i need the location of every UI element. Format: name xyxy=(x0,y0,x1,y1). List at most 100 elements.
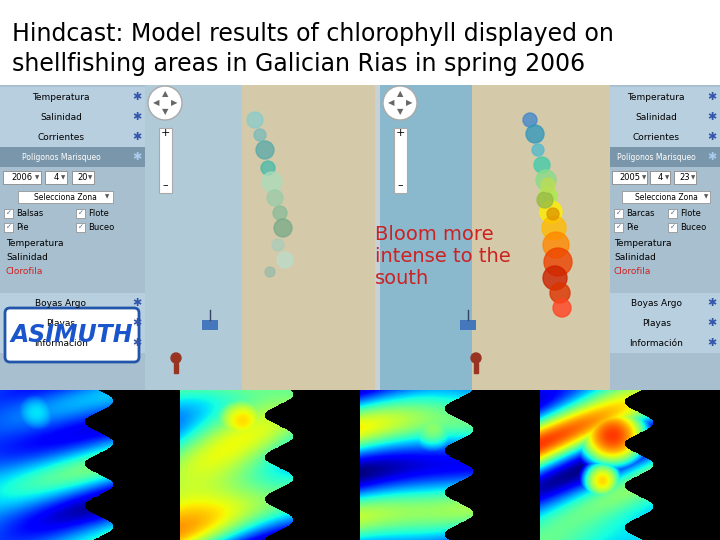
Text: Selecciona Zona: Selecciona Zona xyxy=(34,192,96,201)
Text: ▶: ▶ xyxy=(171,98,177,107)
Bar xyxy=(610,107,720,127)
Text: Clorofila: Clorofila xyxy=(6,267,43,275)
Text: Corrientes: Corrientes xyxy=(633,132,680,141)
Text: ✱: ✱ xyxy=(132,152,142,162)
Text: ✓: ✓ xyxy=(670,225,675,231)
Text: ✱: ✱ xyxy=(132,132,142,142)
Bar xyxy=(180,390,360,540)
Text: Temperatura: Temperatura xyxy=(32,92,90,102)
Circle shape xyxy=(471,353,481,363)
Text: ▼: ▼ xyxy=(665,175,669,180)
Bar xyxy=(145,85,242,390)
Bar xyxy=(610,147,720,167)
Text: Flote: Flote xyxy=(88,209,109,218)
Text: Buceo: Buceo xyxy=(680,223,706,232)
Bar xyxy=(0,333,145,353)
Bar xyxy=(614,209,623,218)
Bar xyxy=(668,223,677,232)
Text: ▶: ▶ xyxy=(406,98,413,107)
Text: Temperatura: Temperatura xyxy=(627,92,685,102)
Text: ✓: ✓ xyxy=(6,225,12,231)
Circle shape xyxy=(256,141,274,159)
Bar xyxy=(610,127,720,147)
Text: 23: 23 xyxy=(680,173,690,182)
Text: ✱: ✱ xyxy=(707,112,716,122)
Circle shape xyxy=(383,86,417,120)
Bar xyxy=(3,171,41,184)
Text: ▼: ▼ xyxy=(642,175,646,180)
Text: Pie: Pie xyxy=(16,223,29,232)
Circle shape xyxy=(553,299,571,317)
Text: Flote: Flote xyxy=(680,209,701,218)
Circle shape xyxy=(544,248,572,276)
Text: Balsas: Balsas xyxy=(16,209,43,218)
Circle shape xyxy=(254,129,266,141)
Text: Salinidad: Salinidad xyxy=(6,253,48,261)
Circle shape xyxy=(541,178,555,192)
Text: Pie: Pie xyxy=(626,223,639,232)
Bar xyxy=(360,390,540,540)
Circle shape xyxy=(274,219,292,237)
Circle shape xyxy=(543,232,569,258)
Circle shape xyxy=(395,132,405,142)
Text: ✓: ✓ xyxy=(6,211,12,217)
Bar xyxy=(18,191,113,203)
Circle shape xyxy=(532,144,544,156)
Text: Barcas: Barcas xyxy=(626,209,654,218)
Circle shape xyxy=(160,132,170,142)
Bar xyxy=(380,85,610,390)
Bar xyxy=(76,223,85,232)
Text: ✓: ✓ xyxy=(78,225,84,231)
Bar xyxy=(4,209,13,218)
Text: ◀: ◀ xyxy=(153,98,159,107)
Text: ✓: ✓ xyxy=(78,211,84,217)
Text: shellfishing areas in Galician Rias in spring 2006: shellfishing areas in Galician Rias in s… xyxy=(12,52,585,76)
FancyArrow shape xyxy=(174,363,178,373)
Text: ✱: ✱ xyxy=(707,152,716,162)
Circle shape xyxy=(550,283,570,303)
FancyArrow shape xyxy=(397,142,403,155)
Circle shape xyxy=(536,170,556,190)
Circle shape xyxy=(534,157,550,173)
Text: ✓: ✓ xyxy=(616,225,621,231)
Bar xyxy=(380,85,472,390)
Bar xyxy=(202,320,218,330)
Text: ✱: ✱ xyxy=(707,318,716,328)
Text: ▲: ▲ xyxy=(397,90,403,98)
Text: ▼: ▼ xyxy=(162,107,168,117)
Text: Temperatura: Temperatura xyxy=(6,239,63,247)
Text: ▼: ▼ xyxy=(397,107,403,117)
Text: ▼: ▼ xyxy=(88,175,92,180)
Circle shape xyxy=(540,201,562,223)
Bar xyxy=(460,320,476,330)
Bar xyxy=(612,171,647,184)
Bar xyxy=(0,390,180,540)
Bar xyxy=(72,171,94,184)
Circle shape xyxy=(247,112,263,128)
Text: Información: Información xyxy=(34,339,88,348)
Text: Corrientes: Corrientes xyxy=(37,132,84,141)
Text: Boyas Argo: Boyas Argo xyxy=(35,299,86,307)
Bar xyxy=(0,85,145,390)
Text: ▼: ▼ xyxy=(35,175,39,180)
Bar xyxy=(0,313,145,333)
Text: Temperatura: Temperatura xyxy=(614,239,672,247)
Text: Hindcast: Model results of chlorophyll displayed on: Hindcast: Model results of chlorophyll d… xyxy=(12,22,614,46)
Text: ▼: ▼ xyxy=(61,175,65,180)
Bar xyxy=(0,293,145,313)
Bar xyxy=(145,85,375,390)
Text: Salinidad: Salinidad xyxy=(614,253,656,261)
Text: ✱: ✱ xyxy=(707,338,716,348)
Bar xyxy=(614,223,623,232)
Circle shape xyxy=(277,252,293,268)
FancyArrow shape xyxy=(474,363,478,373)
Text: –: – xyxy=(162,180,168,190)
Text: ✱: ✱ xyxy=(132,112,142,122)
Bar xyxy=(4,223,13,232)
Text: –: – xyxy=(397,180,402,190)
Text: 2005: 2005 xyxy=(619,173,640,182)
Circle shape xyxy=(272,239,284,251)
Bar xyxy=(394,128,407,193)
Text: Polígonos Marisqueo: Polígonos Marisqueo xyxy=(22,152,100,161)
Text: ✱: ✱ xyxy=(132,92,142,102)
